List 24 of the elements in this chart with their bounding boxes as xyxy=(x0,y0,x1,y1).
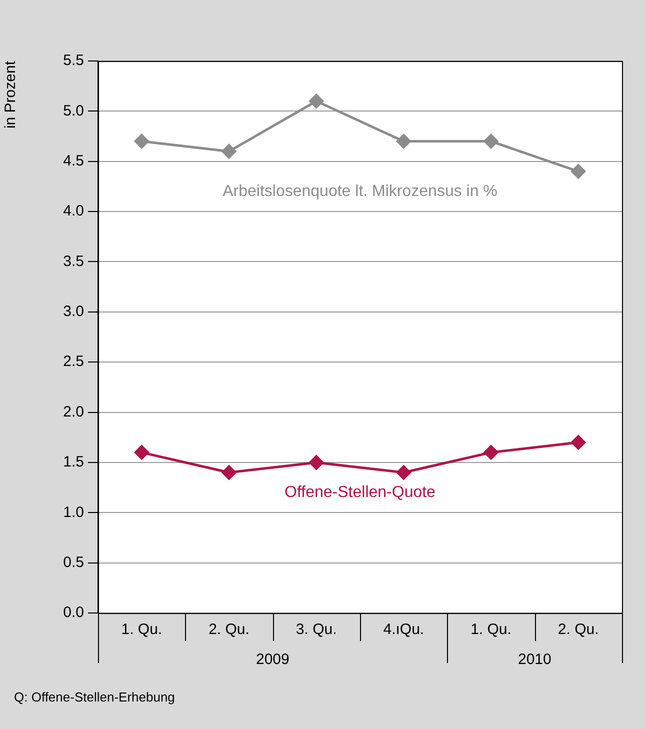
y-tick-label: 5.0 xyxy=(63,102,84,120)
x-tick-label: 4.ıQu. xyxy=(383,621,424,638)
y-tick-label: 4.5 xyxy=(63,152,84,170)
y-tick-label: 5.5 xyxy=(63,52,84,70)
x-tick-label: 1. Qu. xyxy=(470,621,512,638)
x-tick-label: 2. Qu. xyxy=(208,621,250,638)
y-axis-title: in Prozent xyxy=(2,60,20,129)
text: Q: Offene-Stellen-Erhebung xyxy=(14,690,175,705)
series-label: Arbeitslosenquote lt. Mikrozensus in % xyxy=(222,182,498,200)
y-tick-label: 1.5 xyxy=(63,454,84,471)
x-tick-label: 1. Qu. xyxy=(121,621,162,638)
y-tick-label: 2.0 xyxy=(63,403,84,420)
y-tick-label: 3.5 xyxy=(63,252,84,270)
y-tick-label: 0.5 xyxy=(63,554,84,571)
x-tick-label: 2. Qu. xyxy=(558,621,599,638)
x-tick-label: 3. Qu. xyxy=(296,621,337,638)
y-tick-label: 0.0 xyxy=(63,604,84,622)
series-label: Offene-Stellen-Quote xyxy=(284,484,436,501)
y-tick-label: 1.0 xyxy=(63,504,84,521)
y-tick-label: 4.0 xyxy=(63,202,84,220)
y-tick-label: 3.0 xyxy=(63,303,84,320)
text: 2010 xyxy=(518,651,552,668)
y-tick-label: 2.5 xyxy=(63,353,84,370)
text: 2009 xyxy=(256,651,290,668)
